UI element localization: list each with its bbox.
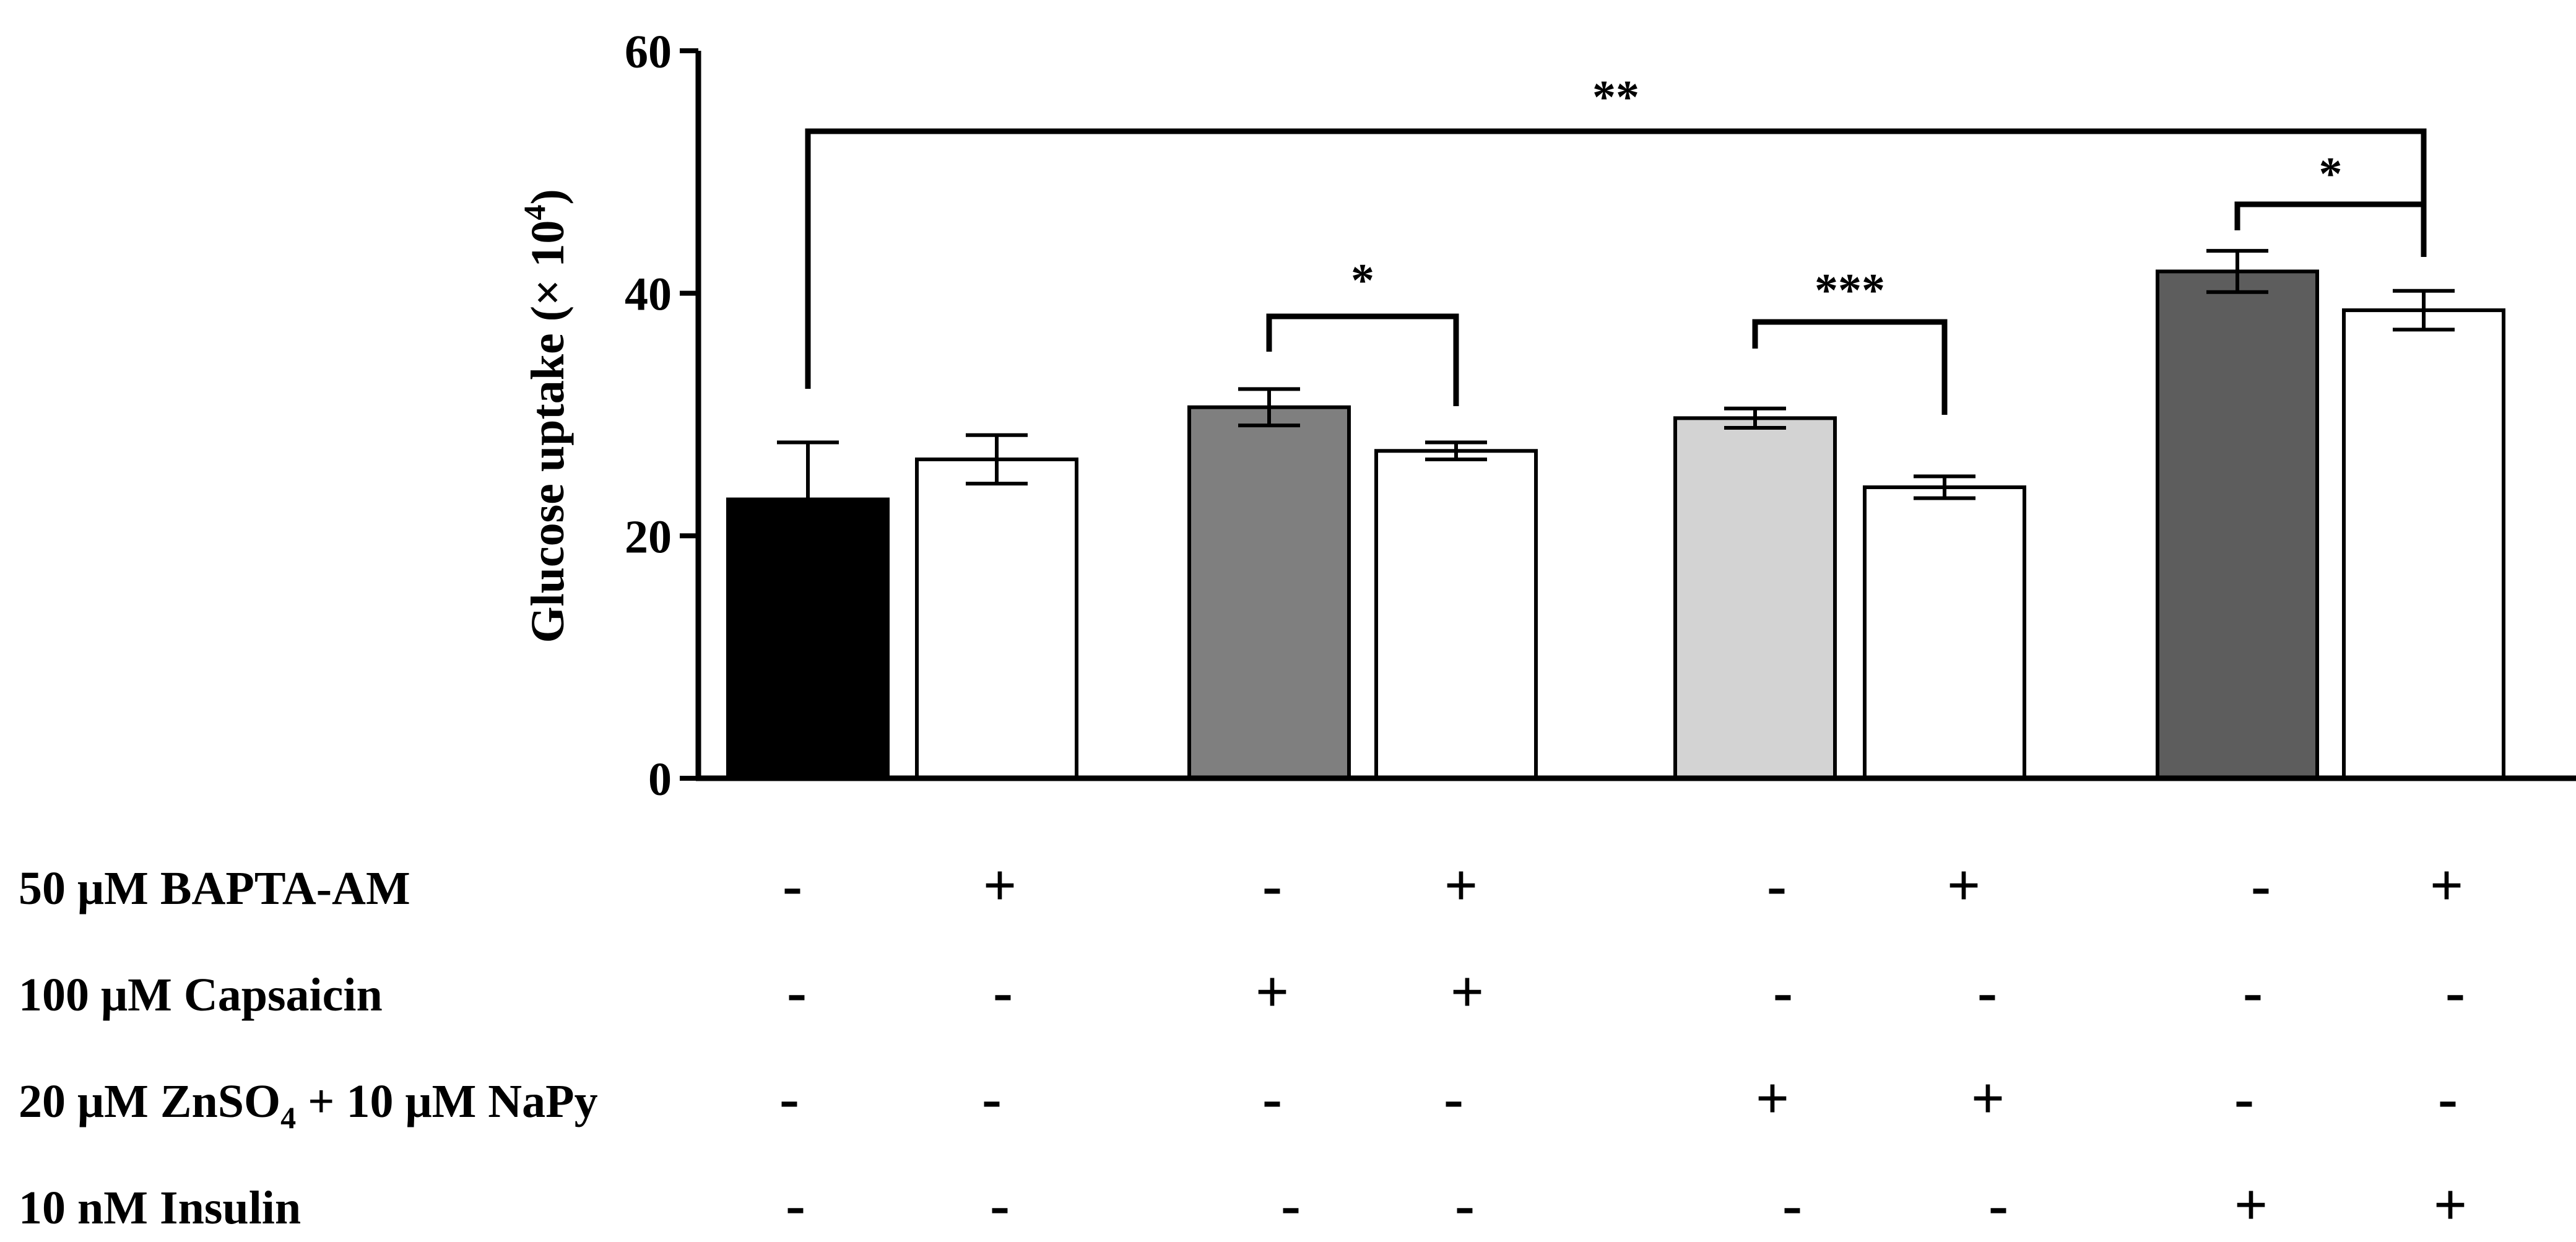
treatment-sign-r1-c5: -	[1767, 852, 1787, 918]
treatment-sign-r1-c3: -	[1262, 852, 1282, 918]
treatment-sign-r4-c3: -	[1281, 1171, 1301, 1238]
treatment-sign-r1-c2: +	[983, 852, 1017, 918]
treatment-sign-r3-c3: -	[1262, 1065, 1282, 1131]
treatment-label-znso4-subscript: 4	[280, 1100, 296, 1135]
treatment-sign-r4-c2: -	[990, 1171, 1010, 1238]
y-axis-label-exponent: 4	[517, 205, 552, 220]
y-axis-label: Glucose uptake (× 104)	[517, 189, 574, 643]
treatment-sign-r2-c7: -	[2243, 958, 2263, 1025]
error-bar-2	[966, 433, 1028, 486]
treatment-label-capsaicin: 100 μM Capsaicin	[19, 969, 383, 1021]
treatment-sign-r3-c5: +	[1756, 1065, 1790, 1131]
treatment-sign-r2-c6: -	[1977, 958, 1997, 1025]
y-ticks: 0 20 40 60	[625, 26, 698, 806]
error-bar-8	[2393, 289, 2455, 332]
bar-6	[1863, 485, 2026, 780]
significance-label-1: **	[1592, 71, 1639, 123]
treatment-sign-r4-c4: -	[1455, 1171, 1475, 1238]
treatment-rows: 50 μM BAPTA-AM 100 μM Capsaicin 20 μM Zn…	[19, 862, 598, 1234]
treatment-label-znso4-part1: 20 μM ZnSO	[19, 1075, 280, 1127]
treatment-sign-r4-c1: -	[786, 1171, 805, 1238]
y-tick-label-60: 60	[625, 26, 672, 78]
treatment-label-insulin: 10 nM Insulin	[19, 1182, 301, 1234]
significance-bracket-2	[1266, 313, 1459, 406]
treatment-sign-r1-c6: +	[1947, 852, 1981, 918]
treatment-sign-r2-c2: -	[993, 958, 1013, 1025]
error-bar-5	[1724, 406, 1786, 430]
bar-8	[2342, 308, 2505, 781]
treatment-sign-r2-c3: +	[1255, 958, 1290, 1025]
error-bars-layer	[777, 249, 2455, 558]
treatment-label-bapta: 50 μM BAPTA-AM	[19, 862, 410, 914]
treatment-sign-r3-c6: +	[1971, 1065, 2005, 1131]
y-axis-label-main: Glucose uptake (× 10	[522, 220, 574, 643]
significance-bracket-1	[805, 128, 2427, 389]
significance-bracket-4	[2234, 201, 2427, 257]
treatment-sign-r2-c5: -	[1773, 958, 1793, 1025]
error-bar-4	[1425, 440, 1487, 461]
treatment-sign-r2-c8: -	[2445, 958, 2465, 1025]
error-bar-3	[1238, 387, 1300, 428]
treatment-sign-r3-c2: -	[982, 1065, 1002, 1131]
bar-2	[915, 457, 1078, 780]
bars-layer	[726, 269, 2505, 781]
treatment-sign-r3-c8: -	[2438, 1065, 2458, 1131]
significance-label-4: *	[2319, 148, 2343, 200]
treatment-sign-r1-c8: +	[2430, 852, 2464, 918]
treatment-sign-r4-c8: +	[2434, 1171, 2468, 1238]
treatment-sign-r4-c7: +	[2234, 1171, 2268, 1238]
bar-3	[1187, 405, 1351, 780]
y-tick-label-40: 40	[625, 269, 672, 321]
y-axis-label-close: )	[522, 189, 574, 204]
bar-5	[1673, 416, 1837, 780]
significance-label-3: ***	[1815, 264, 1885, 316]
error-bar-6	[1914, 474, 1975, 500]
treatment-sign-r4-c5: -	[1782, 1171, 1802, 1238]
treatment-sign-r3-c4: -	[1444, 1065, 1464, 1131]
bar-7	[2156, 269, 2319, 780]
error-bar-7	[2206, 249, 2268, 294]
significance-label-2: *	[1351, 254, 1374, 306]
treatment-sign-r2-c1: -	[787, 958, 807, 1025]
treatment-sign-r1-c1: -	[783, 852, 802, 918]
treatment-label-znso4-napy: 20 μM ZnSO4 + 10 μM NaPy	[19, 1075, 598, 1135]
treatment-sign-r2-c4: +	[1451, 958, 1485, 1025]
y-axis	[695, 51, 2576, 781]
error-bar-1	[777, 440, 839, 558]
treatment-sign-r1-c7: -	[2251, 852, 2271, 918]
significance-layer: *** ****	[805, 71, 2427, 415]
y-tick-label-20: 20	[625, 511, 672, 563]
treatment-label-znso4-part2: + 10 μM NaPy	[296, 1075, 597, 1127]
treatment-sign-r1-c4: +	[1444, 852, 1478, 918]
bar-4	[1374, 449, 1538, 780]
y-tick-label-0: 0	[648, 753, 672, 806]
treatment-signs: - + - + - + - + - - + + - - - - - - - - + + - - - - - - - - + +	[779, 852, 2467, 1238]
treatment-sign-r3-c1: -	[779, 1065, 799, 1131]
treatment-sign-r4-c6: -	[1988, 1171, 2008, 1238]
treatment-sign-r3-c7: -	[2234, 1065, 2254, 1131]
significance-bracket-3	[1752, 319, 1948, 415]
